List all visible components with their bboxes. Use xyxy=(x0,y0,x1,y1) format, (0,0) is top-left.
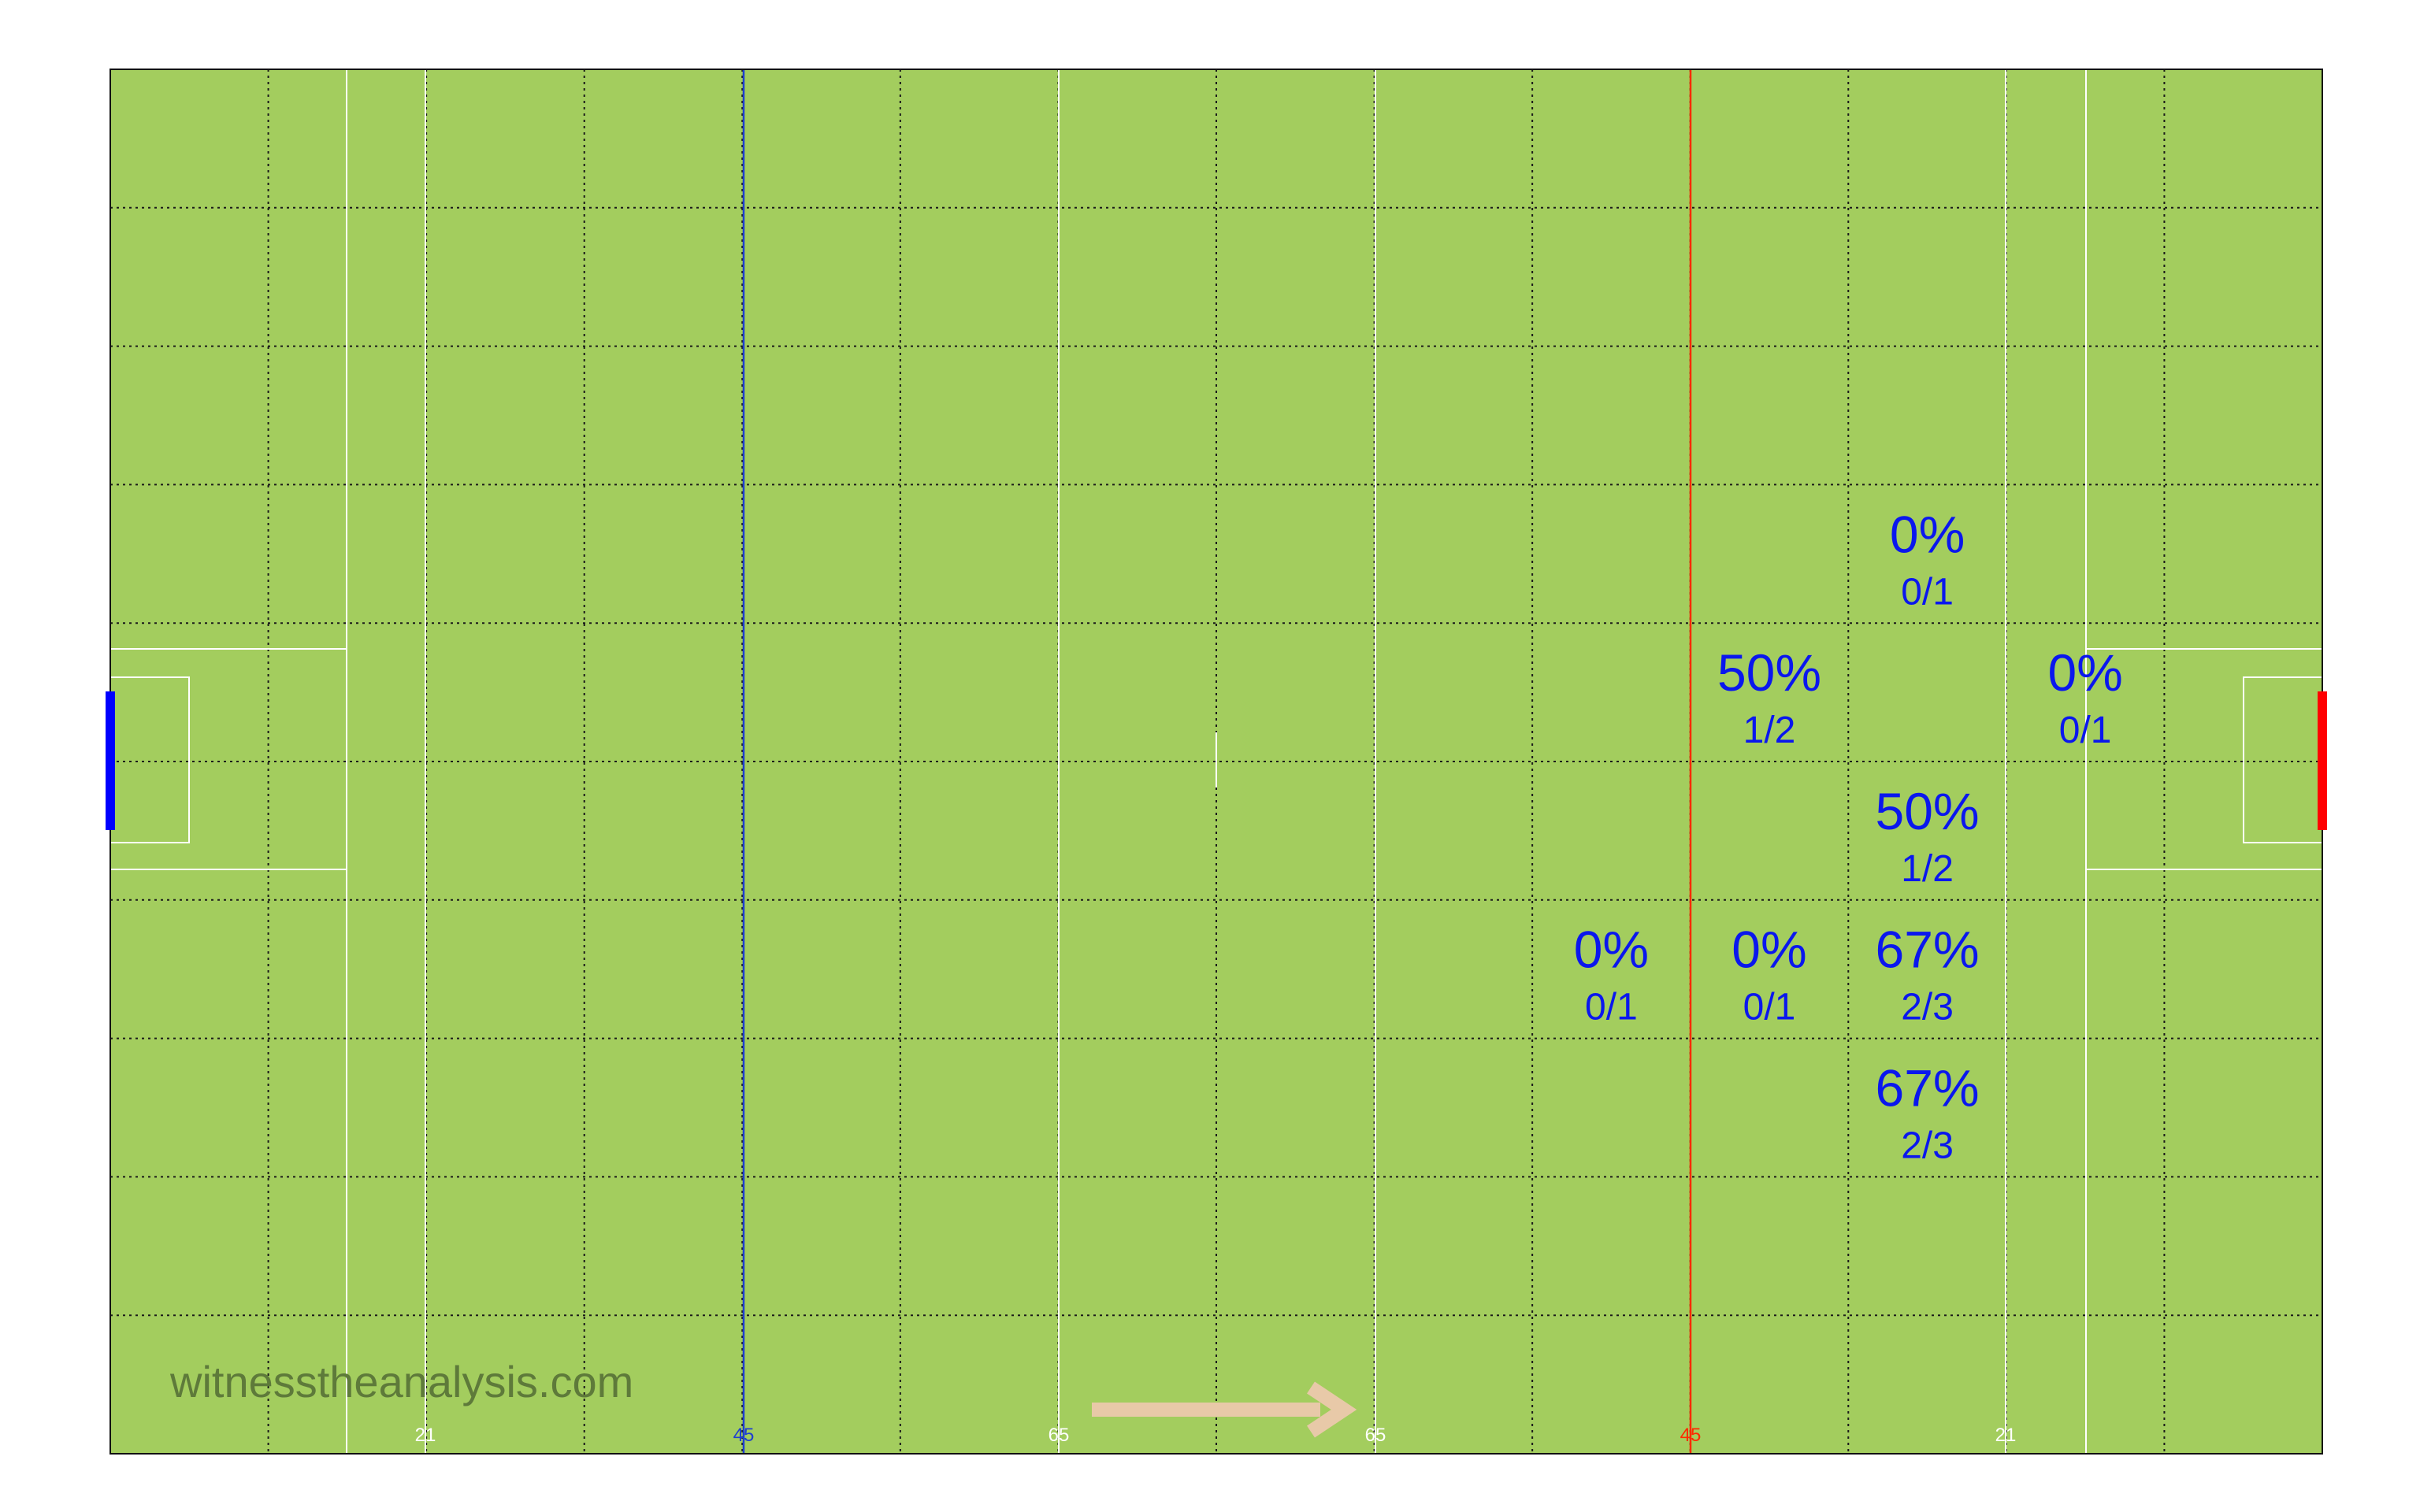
zone-stat: 0%0/1 xyxy=(1574,921,1649,1028)
zone-percentage: 0% xyxy=(1890,505,1965,563)
zone-percentage: 67% xyxy=(1876,921,1980,979)
attack-direction-arrow xyxy=(1092,1381,1357,1438)
zone-stat: 0%0/1 xyxy=(1890,505,1965,613)
zone-percentage: 0% xyxy=(1574,921,1649,979)
zone-fraction: 0/1 xyxy=(1901,571,1954,613)
zone-stat: 50%1/2 xyxy=(1717,643,1821,751)
zone-percentage: 50% xyxy=(1876,782,1980,840)
zone-fraction: 0/1 xyxy=(1585,987,1638,1028)
zone-stat: 67%2/3 xyxy=(1876,1059,1980,1167)
zone-fraction: 0/1 xyxy=(1743,987,1796,1028)
distance-label: 21 xyxy=(1995,1425,2017,1446)
zone-stat: 50%1/2 xyxy=(1876,782,1980,890)
zone-percentage: 0% xyxy=(2047,643,2122,702)
right-goal xyxy=(2318,691,2327,830)
watermark-text: witnesstheanalysis.com xyxy=(169,1357,633,1406)
pitch-extras: witnesstheanalysis.com xyxy=(169,1357,1357,1438)
zone-percentage: 50% xyxy=(1717,643,1821,702)
distance-labels: 21 45 65 65 45 21 xyxy=(415,1425,2017,1446)
distance-label: 65 xyxy=(1049,1425,1070,1446)
left-goal xyxy=(106,691,115,830)
zone-fraction: 2/3 xyxy=(1901,987,1954,1028)
zone-stat: 67%2/3 xyxy=(1876,921,1980,1028)
arrow-head xyxy=(1307,1381,1357,1438)
zone-stats: 0%0/150%1/20%0/150%1/20%0/10%0/167%2/367… xyxy=(1574,505,2123,1166)
zone-fraction: 1/2 xyxy=(1901,848,1954,890)
distance-label: 21 xyxy=(415,1425,436,1446)
pitch-markings xyxy=(106,69,2327,1455)
zone-fraction: 2/3 xyxy=(1901,1125,1954,1167)
zone-fraction: 0/1 xyxy=(2059,710,2112,751)
zone-percentage: 0% xyxy=(1731,921,1806,979)
zone-stat: 0%0/1 xyxy=(2047,643,2122,751)
distance-label: 45 xyxy=(1680,1425,1702,1446)
zone-stat: 0%0/1 xyxy=(1731,921,1806,1028)
distance-label: 65 xyxy=(1365,1425,1386,1446)
zone-percentage: 67% xyxy=(1876,1059,1980,1117)
zone-fraction: 1/2 xyxy=(1743,710,1796,751)
distance-label: 45 xyxy=(733,1425,755,1446)
